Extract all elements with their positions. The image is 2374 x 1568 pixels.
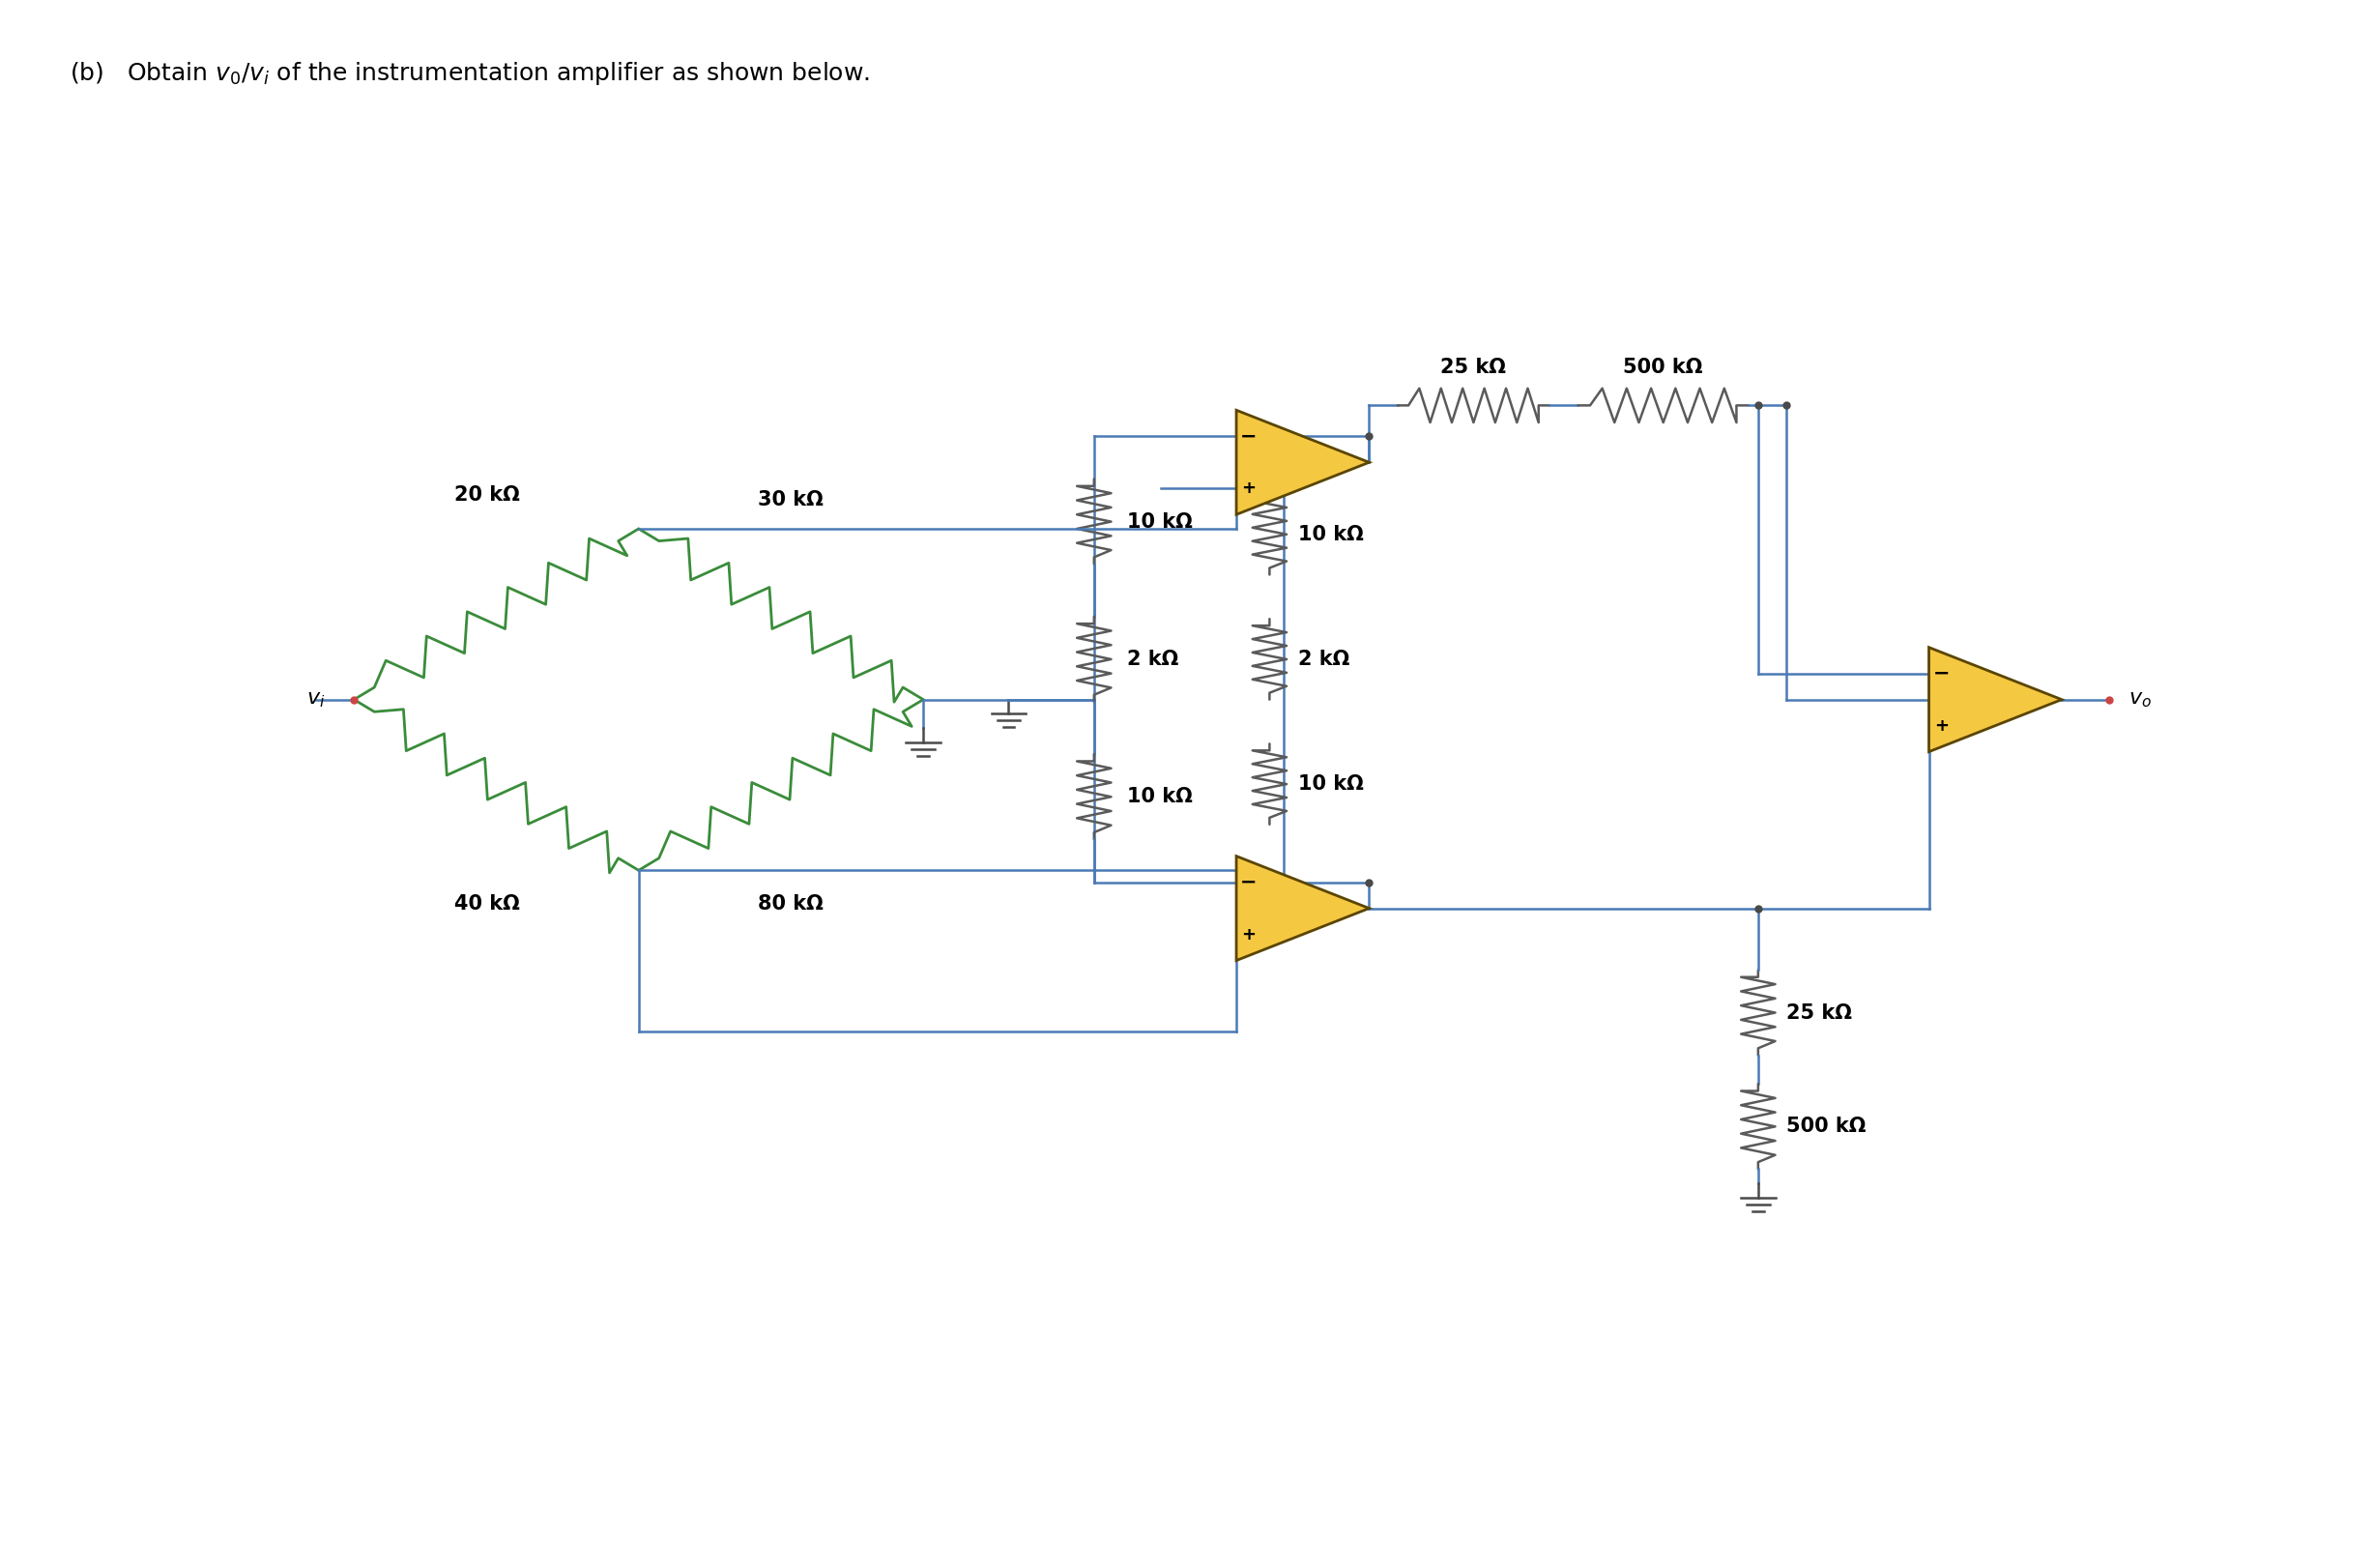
Polygon shape bbox=[1930, 648, 2061, 751]
Text: 500 kΩ: 500 kΩ bbox=[1624, 358, 1702, 376]
Text: −: − bbox=[1932, 663, 1949, 684]
Text: +: + bbox=[1242, 480, 1256, 497]
Text: 10 kΩ: 10 kΩ bbox=[1128, 513, 1192, 532]
Text: 25 kΩ: 25 kΩ bbox=[1441, 358, 1507, 376]
Text: 500 kΩ: 500 kΩ bbox=[1788, 1116, 1866, 1137]
Text: 10 kΩ: 10 kΩ bbox=[1299, 775, 1363, 793]
Text: 10 kΩ: 10 kΩ bbox=[1299, 525, 1363, 544]
Text: 10 kΩ: 10 kΩ bbox=[1128, 787, 1192, 806]
Text: $v_i$: $v_i$ bbox=[306, 690, 325, 709]
Text: 20 kΩ: 20 kΩ bbox=[453, 486, 520, 505]
Polygon shape bbox=[1237, 856, 1370, 961]
Text: −: − bbox=[1239, 872, 1258, 892]
Text: +: + bbox=[1935, 717, 1949, 734]
Text: +: + bbox=[1242, 925, 1256, 942]
Text: 80 kΩ: 80 kΩ bbox=[757, 894, 824, 914]
Polygon shape bbox=[1237, 411, 1370, 514]
Text: 40 kΩ: 40 kΩ bbox=[453, 894, 520, 914]
Text: $v_o$: $v_o$ bbox=[2127, 690, 2151, 709]
Text: −: − bbox=[1239, 426, 1258, 445]
Text: 2 kΩ: 2 kΩ bbox=[1299, 649, 1348, 670]
Text: (b)   Obtain $v_0/v_i$ of the instrumentation amplifier as shown below.: (b) Obtain $v_0/v_i$ of the instrumentat… bbox=[69, 60, 869, 86]
Text: 2 kΩ: 2 kΩ bbox=[1128, 649, 1180, 670]
Text: 30 kΩ: 30 kΩ bbox=[757, 491, 824, 510]
Text: 25 kΩ: 25 kΩ bbox=[1788, 1004, 1852, 1022]
